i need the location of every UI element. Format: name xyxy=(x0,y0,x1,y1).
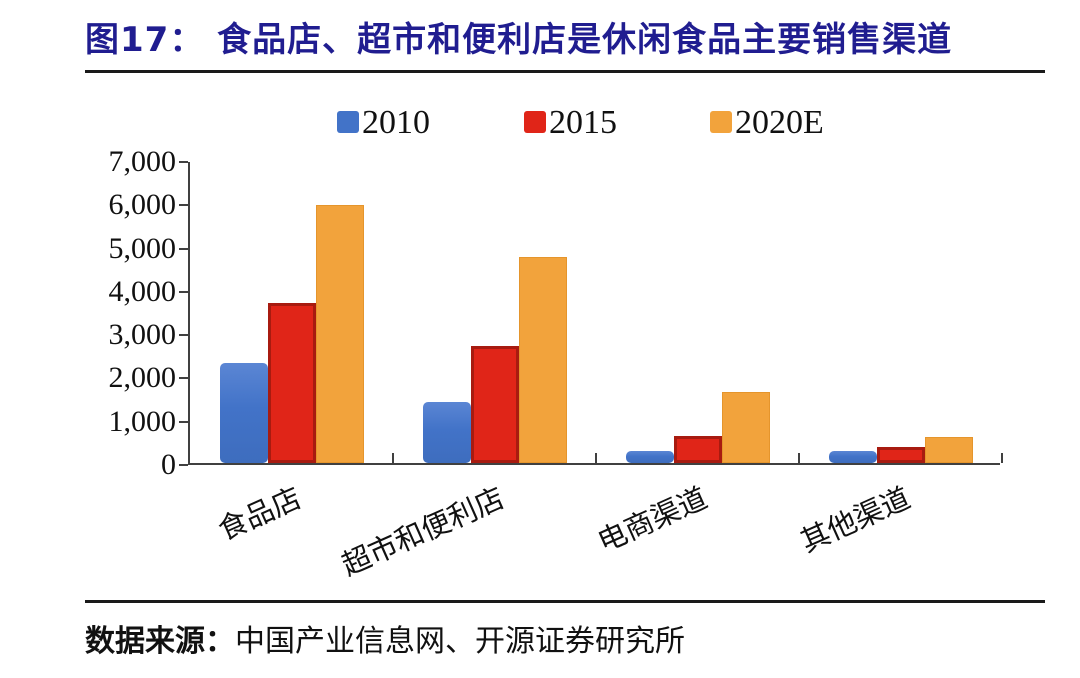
x-tick xyxy=(392,453,394,463)
source-body: 中国产业信息网、开源证券研究所 xyxy=(235,624,685,659)
y-tick xyxy=(179,377,188,380)
plot-area xyxy=(188,162,1003,465)
legend-swatch-2020e xyxy=(710,111,732,133)
y-axis-label-7000: 7,000 xyxy=(108,145,177,178)
y-tick xyxy=(179,247,188,250)
y-tick xyxy=(179,420,188,423)
y-axis-label-2000: 2,000 xyxy=(108,361,177,395)
bar-2010-食品店 xyxy=(220,363,268,463)
legend-item-2020e: 2020E xyxy=(710,104,824,142)
y-axis-label-4000: 4,000 xyxy=(108,274,177,308)
title-rule xyxy=(85,70,1045,73)
bar-2015-超市和便利店 xyxy=(471,346,519,463)
legend-item-2015: 2015 xyxy=(524,104,617,142)
legend-item-2010: 2010 xyxy=(337,104,430,142)
bar-2010-超市和便利店 xyxy=(423,402,471,463)
bar-2020E-食品店 xyxy=(316,205,364,463)
y-axis-label-0: 0 xyxy=(161,448,176,481)
x-tick xyxy=(798,453,800,463)
y-tick xyxy=(179,161,188,163)
y-tick xyxy=(179,334,188,337)
legend-swatch-2015 xyxy=(524,111,546,133)
source-rule xyxy=(85,600,1045,603)
y-tick xyxy=(179,464,188,466)
legend-label-2020e: 2020E xyxy=(735,104,824,141)
figure-title: 图17： 食品店、超市和便利店是休闲食品主要销售渠道 xyxy=(85,20,953,60)
bar-2020E-超市和便利店 xyxy=(519,257,567,463)
bar-2015-食品店 xyxy=(268,303,316,463)
y-axis-label-6000: 6,000 xyxy=(108,188,177,222)
y-tick xyxy=(179,204,188,207)
legend-label-2010: 2010 xyxy=(362,104,430,141)
bar-2010-电商渠道 xyxy=(626,451,674,463)
y-axis-label-1000: 1,000 xyxy=(108,404,177,438)
bar-2020E-电商渠道 xyxy=(722,392,770,463)
x-tick xyxy=(1001,453,1003,463)
y-axis-label-5000: 5,000 xyxy=(108,231,177,265)
y-tick xyxy=(179,290,188,293)
legend-label-2015: 2015 xyxy=(549,104,617,141)
bar-2015-电商渠道 xyxy=(674,436,722,463)
source-prefix: 数据来源： xyxy=(85,624,235,659)
legend-swatch-2010 xyxy=(337,111,359,133)
chart-legend: 2010 2015 2020E xyxy=(0,104,1080,144)
x-tick xyxy=(595,453,597,463)
y-axis-label-3000: 3,000 xyxy=(108,318,177,352)
bar-2010-其他渠道 xyxy=(829,451,877,463)
source-text: 数据来源：中国产业信息网、开源证券研究所 xyxy=(85,616,1050,660)
bar-2015-其他渠道 xyxy=(877,447,925,463)
bar-2020E-其他渠道 xyxy=(925,437,973,463)
